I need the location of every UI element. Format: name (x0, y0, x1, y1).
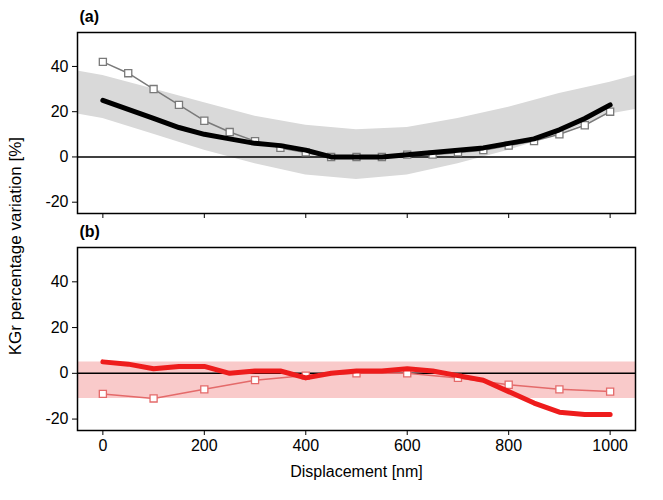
svg-text:-20: -20 (45, 193, 68, 210)
svg-text:(b): (b) (80, 223, 100, 240)
svg-text:Displacement [nm]: Displacement [nm] (290, 463, 423, 480)
svg-text:40: 40 (51, 273, 69, 290)
svg-text:-20: -20 (45, 410, 68, 427)
svg-text:1000: 1000 (592, 437, 628, 454)
svg-text:200: 200 (191, 437, 218, 454)
svg-text:400: 400 (292, 437, 319, 454)
svg-text:600: 600 (394, 437, 421, 454)
svg-text:20: 20 (51, 319, 69, 336)
html-text:KGr percentage variation [%]: KGr percentage variation [%] (6, 136, 25, 356)
svg-text:0: 0 (60, 364, 69, 381)
svg-text:0: 0 (60, 148, 69, 165)
svg-text:40: 40 (51, 58, 69, 75)
svg-text:20: 20 (51, 103, 69, 120)
svg-text:0: 0 (98, 437, 107, 454)
svg-text:800: 800 (495, 437, 522, 454)
svg-text:(a): (a) (80, 8, 100, 25)
